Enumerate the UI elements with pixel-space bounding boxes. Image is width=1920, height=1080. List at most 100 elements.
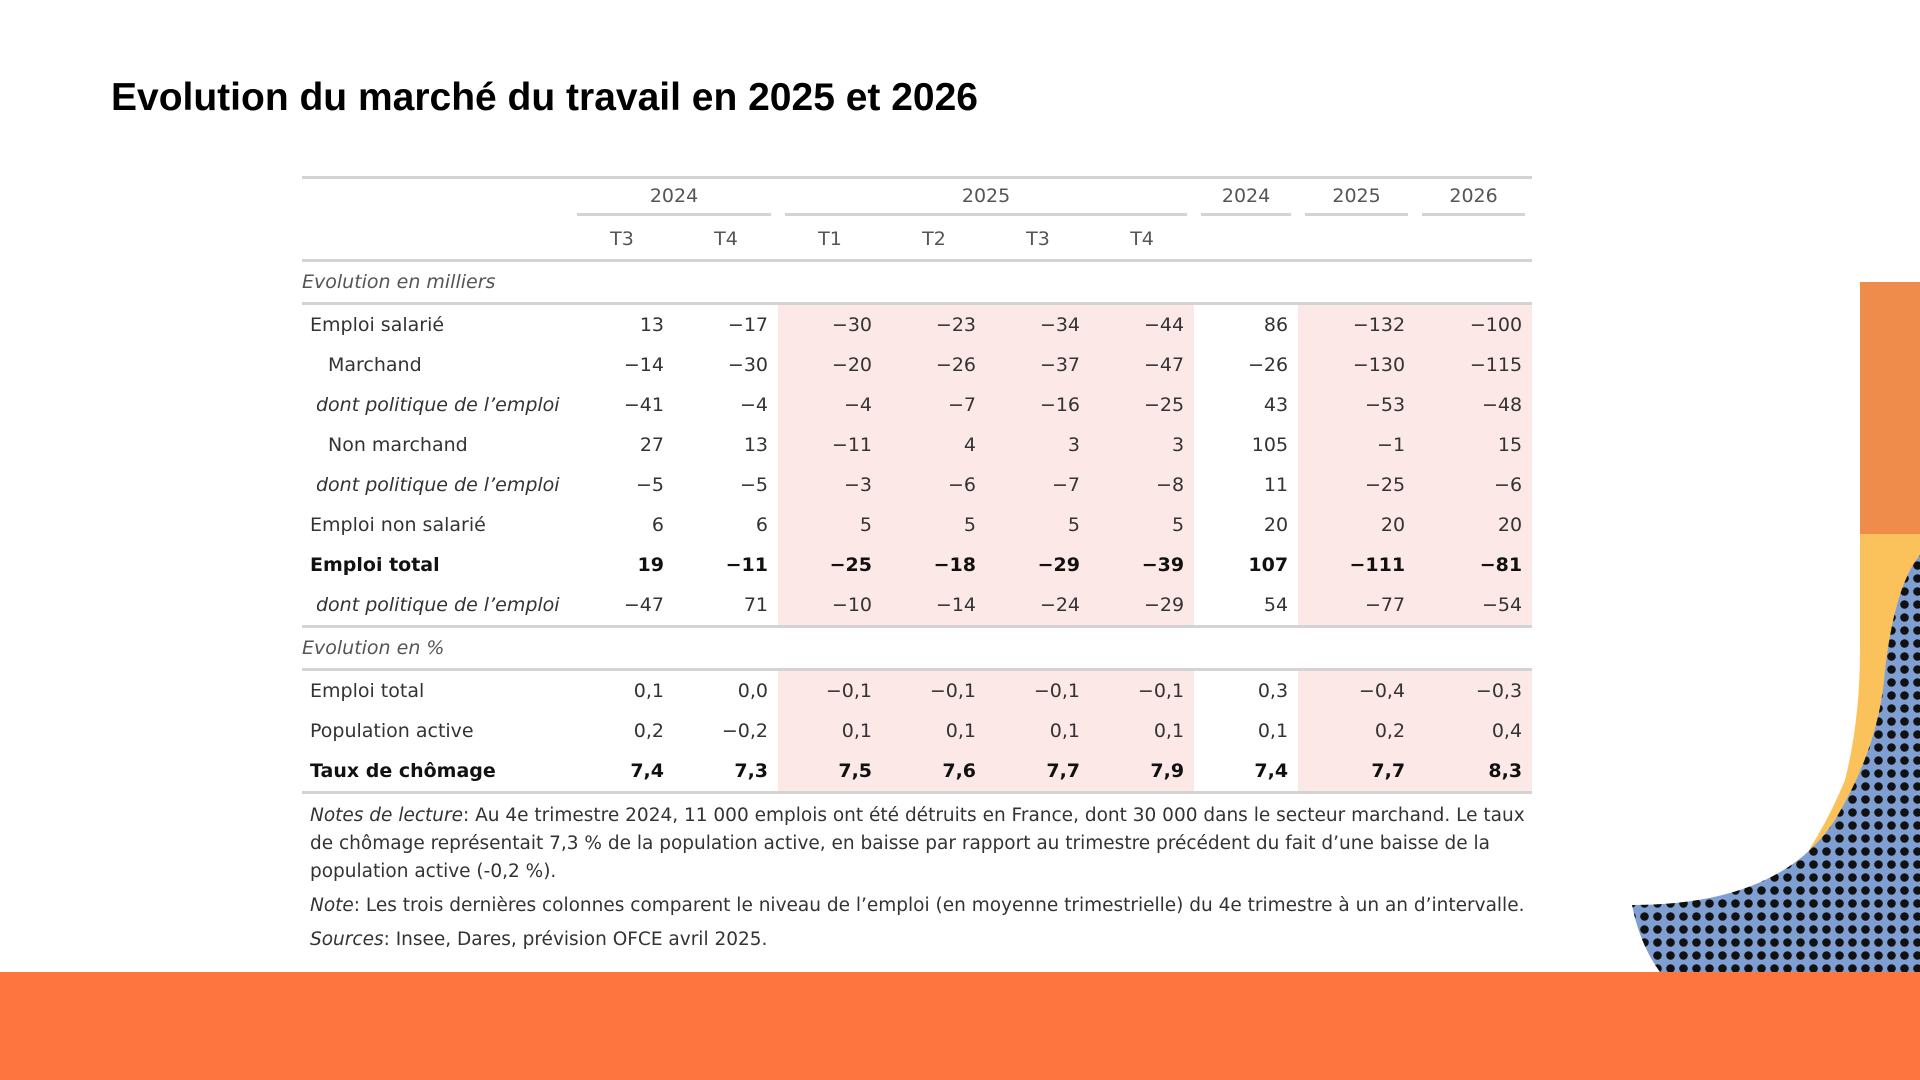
- section-percent: Evolution en % Emploi total 0,1 0,0 −0,1 −0,1…: [302, 626, 1533, 794]
- header-empty-cell: [302, 176, 570, 219]
- table-cell: −7: [882, 385, 987, 425]
- table-cell: −0,1: [778, 669, 883, 711]
- table-cell: 7,7: [986, 751, 1091, 794]
- table-cell: 5: [1090, 505, 1195, 545]
- table-cell: −0,2: [721, 720, 769, 742]
- table-cell: −0,1: [882, 669, 987, 711]
- header-quarter: T4: [674, 219, 779, 262]
- table-cell: −24: [986, 585, 1091, 628]
- table-cell: −1: [1298, 425, 1416, 465]
- row-label: Emploi total: [310, 680, 425, 702]
- table-cell: 7,9: [1090, 751, 1195, 794]
- table-cell: −14: [882, 585, 987, 628]
- table-cell: 20: [1263, 514, 1289, 536]
- table-row: Taux de chômage 7,4 7,3 7,5 7,6 7,7 7,9 7,4 7,7 8…: [302, 751, 1533, 794]
- table-cell: −29: [986, 545, 1091, 585]
- table-cell: 0,1: [1090, 711, 1195, 751]
- section-header-row: Evolution en milliers: [302, 260, 1533, 305]
- table-cell: −11: [778, 425, 883, 465]
- table-cell: −47: [1090, 345, 1195, 385]
- labor-market-table-container: 2024 2025 2024 2025 2026 T3 T4 T1 T2 T3 …: [302, 176, 1533, 960]
- table-cell: 7,4: [1194, 751, 1299, 794]
- table-cell: 54: [1194, 585, 1299, 628]
- table-cell: 0,1: [633, 680, 664, 702]
- table-cell: 7,4: [570, 751, 674, 794]
- table-cell: 3: [1090, 425, 1195, 465]
- table-cell: 7,5: [778, 751, 883, 794]
- table-cell: −6: [1415, 465, 1533, 505]
- row-label: Marchand: [328, 354, 422, 376]
- table-row: dont politique de l’emploi −47 71 −10 −14 −24…: [302, 585, 1533, 628]
- row-label: dont politique de l’emploi: [302, 585, 570, 628]
- table-cell: −23: [882, 303, 987, 345]
- table-cell: −18: [882, 545, 987, 585]
- table-cell: 20: [1415, 505, 1533, 545]
- bottom-orange-band: [0, 972, 1920, 1080]
- table-cell: −0,3: [1415, 669, 1533, 711]
- table-cell: 0,1: [882, 711, 987, 751]
- table-cell: −3: [778, 465, 883, 505]
- table-cell: 0,2: [1298, 711, 1416, 751]
- table-cell: −0,1: [986, 669, 1091, 711]
- row-label: Taux de chômage: [302, 751, 570, 794]
- header-year: 2025: [1298, 176, 1416, 219]
- table-cell: −5: [740, 474, 769, 496]
- table-cell: −30: [778, 303, 883, 345]
- table-cell: 6: [651, 514, 664, 536]
- table-cell: 0,3: [1257, 680, 1289, 702]
- table-cell: −11: [725, 554, 769, 576]
- note-columns: Note: Les trois dernières colonnes compa…: [310, 895, 1525, 916]
- table-notes: Notes de lecture: Au 4e trimestre 2024, …: [302, 802, 1532, 954]
- row-label: dont politique de l’emploi: [316, 474, 560, 496]
- table-cell: 71: [674, 585, 779, 628]
- table-row: Emploi total 19 −11 −25 −18 −29 −39 107 −111 −81: [302, 545, 1533, 585]
- header-year: 2026: [1415, 176, 1533, 219]
- slide-title: Evolution du marché du travail en 2025 e…: [111, 76, 978, 119]
- table-cell: 86: [1263, 314, 1289, 336]
- table-row: Marchand −14 −30 −20 −26 −37 −47 −26 −130 −115: [302, 345, 1533, 385]
- table-cell: −26: [882, 345, 987, 385]
- table-cell: −8: [1090, 465, 1195, 505]
- table-cell: 13: [639, 314, 664, 336]
- table-cell: −16: [986, 385, 1091, 425]
- table-cell: −20: [778, 345, 883, 385]
- header-year: 2025: [778, 176, 1195, 219]
- table-row: Non marchand 27 13 −11 4 3 3 105 −1 15: [302, 425, 1533, 465]
- table-row: Population active 0,2 −0,2 0,1 0,1 0,1 0,1 0,1 0…: [302, 711, 1533, 751]
- table-cell: −4: [740, 394, 769, 416]
- table-cell: 0,4: [1415, 711, 1533, 751]
- table-cell: 4: [882, 425, 987, 465]
- table-cell: −47: [570, 585, 674, 628]
- table-cell: −0,4: [1298, 669, 1416, 711]
- row-label: Emploi non salarié: [310, 514, 486, 536]
- header-quarter: T3: [986, 219, 1091, 262]
- table-cell: −132: [1298, 303, 1416, 345]
- table-cell: −5: [635, 474, 664, 496]
- table-cell: −44: [1090, 303, 1195, 345]
- table-row: dont politique de l’emploi −5 −5 −3 −6 −7 −8 11…: [302, 465, 1533, 505]
- table-cell: 7,7: [1298, 751, 1416, 794]
- table-cell: −41: [623, 394, 664, 416]
- table-cell: −39: [1090, 545, 1195, 585]
- table-cell: 5: [986, 505, 1091, 545]
- table-cell: −14: [623, 354, 664, 376]
- section-thousands: Evolution en milliers Emploi salarié 13 −1 7…: [302, 260, 1533, 628]
- table-cell: −111: [1298, 545, 1416, 585]
- table-cell: −6: [882, 465, 987, 505]
- table-cell: 15: [1415, 425, 1533, 465]
- table-cell: 13: [743, 434, 769, 456]
- table-cell: 107: [1248, 554, 1289, 576]
- table-cell: 0,1: [778, 711, 883, 751]
- table-cell: 6: [755, 514, 769, 536]
- row-label: Population active: [310, 720, 474, 742]
- table-cell: −7: [986, 465, 1091, 505]
- row-label: Emploi salarié: [310, 314, 445, 336]
- table-cell: 5: [882, 505, 987, 545]
- table-cell: 19: [637, 554, 664, 576]
- table-cell: −115: [1415, 345, 1533, 385]
- note-reading: Notes de lecture: Au 4e trimestre 2024, …: [310, 805, 1525, 882]
- header-quarters-row: T3 T4 T1 T2 T3 T4: [302, 219, 1533, 262]
- table-cell: −30: [727, 354, 769, 376]
- table-cell: −10: [778, 585, 883, 628]
